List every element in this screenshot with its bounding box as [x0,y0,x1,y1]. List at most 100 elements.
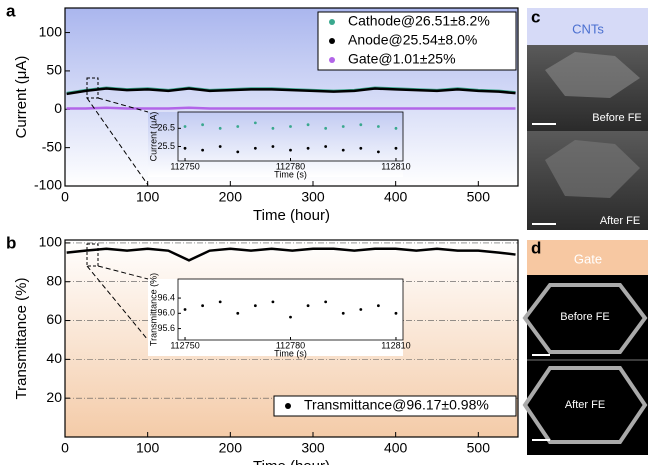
x-tick-label: 112810 [381,340,410,350]
legend-marker [329,57,335,63]
y-axis-label: Transmittance (%) [148,273,158,346]
data-point [324,145,328,148]
x-tick-label: 112780 [276,340,305,350]
zoom-line [97,265,149,280]
data-point [201,148,205,152]
inset-background [148,112,403,177]
hexagon [522,283,648,354]
data-point [341,148,345,152]
y-tick-label: 80 [46,272,62,288]
y-tick-label: 96.0 [157,308,175,318]
image-header [527,8,648,45]
y-tick-label: 25.5 [157,141,175,151]
sem-image [527,275,648,455]
data-point [306,146,310,150]
y-tick-label: -100 [34,177,62,193]
data-point [218,300,222,304]
x-tick-label: 300 [301,440,325,456]
y-tick-label: 100 [39,23,63,39]
data-point [236,125,240,128]
x-axis-label: Time (s) [274,169,307,179]
y-tick-label: 96.4 [157,292,175,302]
image-label: After FE [565,399,605,411]
x-tick-label: 112750 [170,340,199,350]
x-tick-label: 0 [61,189,69,205]
zoom-line [86,97,149,186]
panel-label: b [6,233,16,252]
y-axis-label: Current (μA) [13,56,30,139]
data-point [271,300,275,304]
legend-label: Gate@1.01±25% [348,51,456,67]
legend-label: Transmittance@96.17±0.98% [304,397,489,413]
legend-box [317,11,517,71]
data-point [236,150,240,154]
y-tick-label: 40 [46,350,62,366]
data-point [183,308,187,311]
y-tick-label: 60 [46,311,62,327]
data-point [359,308,363,311]
legend-marker [329,38,335,44]
data-point [359,146,363,150]
y-tick-label: 100 [39,234,63,250]
image-label: Before FE [592,112,642,124]
image-header [527,240,648,275]
data-point [253,304,257,308]
image-title: Gate [574,251,602,266]
data-point [289,125,292,128]
data-point [271,145,275,148]
data-point [253,121,257,125]
zoom-line [97,97,149,113]
image-title: CNTs [572,21,604,36]
y-tick-label: -50 [42,138,62,154]
data-point [218,126,222,130]
legend-box [273,395,517,417]
x-tick-label: 100 [136,440,160,456]
x-tick-label: 112750 [170,161,199,171]
panel-label: c [531,7,540,26]
panel-label: a [6,1,16,20]
data-point [201,304,205,308]
hexagon [522,366,648,444]
data-line [66,106,516,110]
data-point [341,125,345,128]
y-tick-label: 20 [46,389,62,405]
data-point [359,123,363,127]
data-point [376,304,380,308]
data-point [394,146,398,150]
legend-label: Anode@25.54±8.0% [348,32,477,48]
x-tick-label: 0 [61,440,69,456]
data-point [236,311,240,315]
y-axis-label: Transmittance (%) [13,278,30,400]
zoom-box [86,77,99,99]
data-point [271,126,275,130]
data-line [66,247,516,262]
data-point [183,146,187,150]
x-axis-label: Time (hour) [253,458,330,465]
image-label: Before FE [560,311,610,323]
panel-label: d [531,238,541,257]
y-tick-label: 0 [54,100,62,116]
legend-marker [329,19,335,25]
x-tick-label: 112780 [276,161,305,171]
y-axis-label: Current (μA) [148,112,158,162]
plot-frame [177,111,404,162]
data-point [341,311,345,315]
sem-shape [545,52,640,98]
x-tick-label: 500 [467,440,491,456]
x-tick-label: 400 [384,189,408,205]
data-point [394,126,398,130]
x-tick-label: 400 [384,440,408,456]
data-point [201,123,205,127]
image-label: After FE [600,215,640,227]
legend-label: Cathode@26.51±8.2% [348,13,490,29]
x-tick-label: 200 [219,189,243,205]
data-point [306,304,310,308]
data-point [306,123,310,127]
data-point [376,150,380,154]
data-point [183,125,187,128]
y-tick-label: 50 [46,62,62,78]
inset-background [148,279,403,356]
sem-shape [545,140,640,198]
x-axis-label: Time (hour) [253,207,330,224]
